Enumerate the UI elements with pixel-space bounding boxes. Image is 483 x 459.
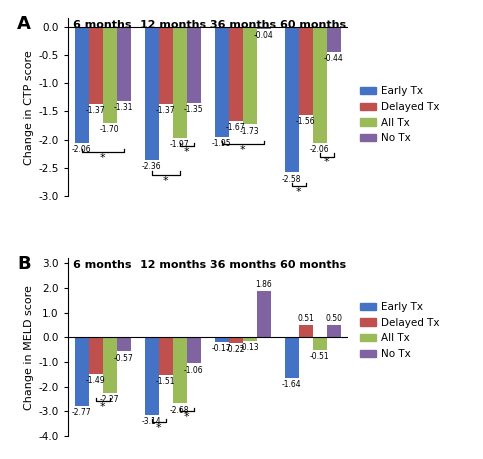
Text: 60 months: 60 months: [280, 260, 346, 270]
Bar: [285, 27, 298, 173]
Text: B: B: [17, 255, 31, 273]
Text: *: *: [184, 412, 189, 422]
Bar: [257, 27, 271, 29]
Bar: [327, 27, 341, 52]
Text: 6 months: 6 months: [73, 260, 132, 270]
Text: -0.51: -0.51: [310, 352, 329, 361]
Text: 60 months: 60 months: [280, 20, 346, 30]
Bar: [229, 337, 243, 343]
Text: 12 months: 12 months: [140, 260, 206, 270]
Bar: [242, 27, 257, 124]
Text: -1.56: -1.56: [296, 117, 315, 126]
Text: -1.31: -1.31: [114, 103, 133, 112]
Text: 12 months: 12 months: [140, 20, 206, 30]
Text: -1.51: -1.51: [156, 377, 175, 386]
Text: -1.37: -1.37: [86, 106, 105, 115]
Text: -1.95: -1.95: [212, 139, 231, 148]
Text: -0.04: -0.04: [254, 31, 273, 40]
Y-axis label: Change in MELD score: Change in MELD score: [24, 285, 34, 409]
Bar: [145, 27, 158, 160]
Text: -2.27: -2.27: [100, 396, 119, 404]
Text: -1.73: -1.73: [240, 127, 259, 135]
Bar: [89, 27, 103, 104]
Bar: [187, 27, 201, 103]
Text: *: *: [296, 187, 301, 197]
Text: *: *: [240, 145, 245, 155]
Text: -2.36: -2.36: [142, 162, 161, 171]
Bar: [214, 27, 229, 137]
Bar: [158, 27, 173, 104]
Bar: [75, 337, 89, 406]
Text: -2.58: -2.58: [282, 174, 301, 184]
Text: -1.67: -1.67: [226, 123, 245, 132]
Bar: [158, 337, 173, 375]
Text: *: *: [163, 175, 169, 185]
Text: -1.06: -1.06: [184, 366, 203, 375]
Bar: [75, 27, 89, 143]
Legend: Early Tx, Delayed Tx, All Tx, No Tx: Early Tx, Delayed Tx, All Tx, No Tx: [358, 84, 441, 146]
Bar: [89, 337, 103, 374]
Text: *: *: [100, 153, 105, 163]
Text: 36 months: 36 months: [210, 260, 276, 270]
Legend: Early Tx, Delayed Tx, All Tx, No Tx: Early Tx, Delayed Tx, All Tx, No Tx: [358, 300, 441, 361]
Text: -2.68: -2.68: [170, 406, 189, 414]
Text: 1.86: 1.86: [256, 280, 272, 289]
Text: -1.37: -1.37: [156, 106, 175, 115]
Bar: [145, 337, 158, 415]
Bar: [103, 337, 117, 393]
Bar: [298, 27, 313, 115]
Bar: [214, 337, 229, 341]
Text: -1.70: -1.70: [100, 125, 119, 134]
Text: -3.14: -3.14: [142, 417, 161, 426]
Bar: [117, 337, 130, 352]
Text: 0.50: 0.50: [325, 314, 342, 323]
Text: -1.97: -1.97: [170, 140, 189, 149]
Bar: [173, 27, 187, 138]
Text: 6 months: 6 months: [73, 20, 132, 30]
Bar: [103, 27, 117, 123]
Bar: [117, 27, 130, 101]
Text: *: *: [184, 147, 189, 157]
Text: -0.22: -0.22: [226, 345, 245, 354]
Text: -1.49: -1.49: [86, 376, 105, 385]
Text: A: A: [17, 15, 31, 33]
Text: 0.51: 0.51: [298, 313, 314, 323]
Text: -2.77: -2.77: [72, 408, 91, 417]
Bar: [327, 325, 341, 337]
Text: *: *: [100, 403, 105, 412]
Text: 36 months: 36 months: [210, 20, 276, 30]
Text: -1.64: -1.64: [282, 380, 301, 389]
Bar: [313, 27, 327, 143]
Text: -0.57: -0.57: [114, 353, 133, 363]
Bar: [187, 337, 201, 364]
Text: *: *: [156, 423, 161, 433]
Bar: [313, 337, 327, 350]
Text: -1.35: -1.35: [184, 105, 203, 114]
Bar: [285, 337, 298, 378]
Text: -0.13: -0.13: [240, 343, 259, 352]
Text: *: *: [324, 157, 329, 168]
Bar: [229, 27, 243, 121]
Bar: [257, 291, 271, 337]
Text: -0.44: -0.44: [324, 54, 343, 63]
Bar: [173, 337, 187, 403]
Text: -2.06: -2.06: [310, 145, 329, 154]
Bar: [298, 325, 313, 337]
Text: -2.06: -2.06: [72, 145, 91, 154]
Y-axis label: Change in CTP score: Change in CTP score: [24, 50, 34, 165]
Text: -0.17: -0.17: [212, 344, 231, 353]
Bar: [242, 337, 257, 341]
